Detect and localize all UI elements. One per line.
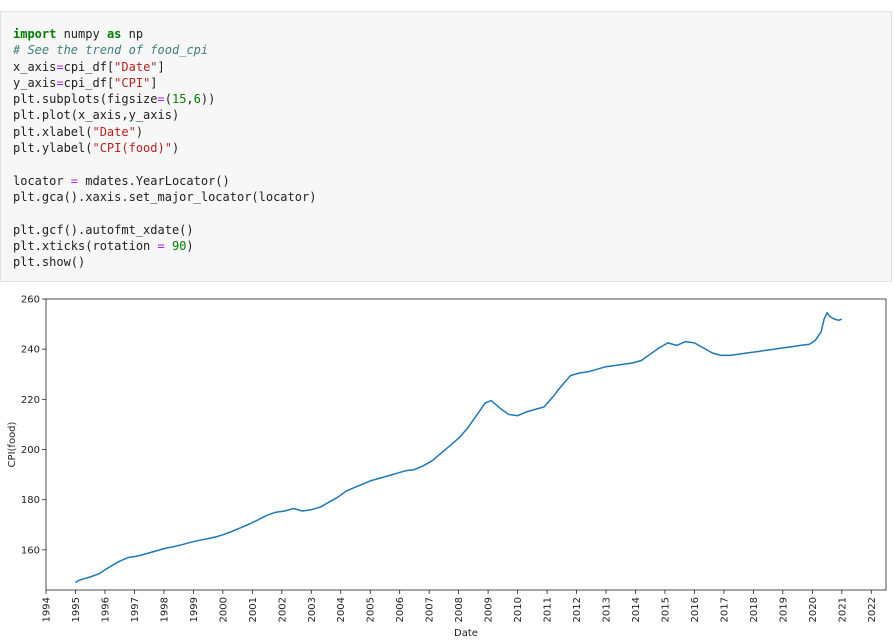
x-tick-label: 2012 <box>572 597 583 622</box>
x-tick-label: 2013 <box>602 597 613 622</box>
x-tick-label: 2020 <box>808 597 819 622</box>
plot-output: 160 180 200 220 240 260 1994 1995 1996 1997 1998 19… <box>0 286 894 640</box>
x-tick-label: 1995 <box>71 597 82 622</box>
y-tick-label: 260 <box>21 295 40 306</box>
x-tick-label: 2022 <box>867 597 878 622</box>
code-line[interactable]: plt.show() <box>13 255 86 270</box>
x-axis-label: Date <box>454 628 478 639</box>
x-tick-label: 2011 <box>543 597 554 622</box>
x-tick-label: 1997 <box>130 597 141 622</box>
code-line[interactable]: plt.ylabel("CPI(food)") <box>13 141 180 156</box>
x-tick-label: 1999 <box>189 597 200 622</box>
y-tick-label: 240 <box>21 345 40 356</box>
x-tick-label: 2000 <box>218 597 229 622</box>
x-tick-label: 2008 <box>454 597 465 622</box>
plot-frame <box>45 298 887 591</box>
y-axis-label: CPI(food) <box>7 421 18 467</box>
x-tick-label: 2016 <box>690 597 701 622</box>
code-line[interactable]: plt.gcf().autofmt_xdate() <box>13 222 194 237</box>
y-tick-label: 180 <box>21 495 40 506</box>
y-tick-label: 200 <box>21 445 40 456</box>
code-cell[interactable]: import numpy as np # See the trend of foo… <box>0 11 892 282</box>
x-tick-label: 2019 <box>778 597 789 622</box>
x-tick-label: 2018 <box>749 597 760 622</box>
x-tick-label: 2007 <box>425 597 436 622</box>
x-tick-label: 2004 <box>336 597 347 622</box>
x-tick-label: 2021 <box>837 597 848 622</box>
code-line[interactable]: plt.plot(x_axis,y_axis) <box>13 108 180 123</box>
x-tick-label: 2009 <box>484 597 495 622</box>
x-tick-label: 2003 <box>307 597 318 622</box>
code-line[interactable]: plt.subplots(figsize=(15,6)) <box>13 92 216 107</box>
code-line[interactable] <box>13 156 316 172</box>
cpi-series-line <box>75 312 843 584</box>
x-tick-label: 2014 <box>631 597 642 622</box>
code-line[interactable]: plt.xticks(rotation = 90) <box>13 238 194 253</box>
x-tick-label: 1994 <box>42 597 53 622</box>
cpi-line-chart: 160 180 200 220 240 260 1994 1995 1996 1997 1998 19… <box>7 295 887 639</box>
x-tick-label: 2002 <box>277 597 288 622</box>
x-tick-label: 2010 <box>513 597 524 622</box>
code-block[interactable]: import numpy as np # See the trend of foo… <box>13 26 316 270</box>
code-line[interactable]: y_axis=cpi_df["CPI"] <box>13 75 158 90</box>
code-line[interactable]: # See the trend of food_cpi <box>13 43 209 58</box>
code-line[interactable]: import numpy as np <box>13 27 144 41</box>
code-line[interactable]: x_axis=cpi_df["Date"] <box>13 59 165 74</box>
x-tick-label: 2015 <box>660 597 671 622</box>
code-line[interactable]: plt.gca().xaxis.set_major_locator(locato… <box>13 189 317 204</box>
x-tick-label: 2006 <box>395 597 406 622</box>
code-line[interactable]: plt.xlabel("Date") <box>13 124 144 139</box>
x-tick-label: 2017 <box>719 597 730 622</box>
y-tick-label: 220 <box>21 395 40 406</box>
x-tick-label: 2001 <box>248 597 259 622</box>
x-tick-label: 1998 <box>159 597 170 622</box>
y-tick-label: 160 <box>21 545 40 556</box>
x-tick-label: 2005 <box>366 597 377 622</box>
x-tick-label: 1996 <box>100 597 111 622</box>
code-line[interactable] <box>13 205 316 221</box>
code-line[interactable]: locator = mdates.YearLocator() <box>13 173 230 188</box>
